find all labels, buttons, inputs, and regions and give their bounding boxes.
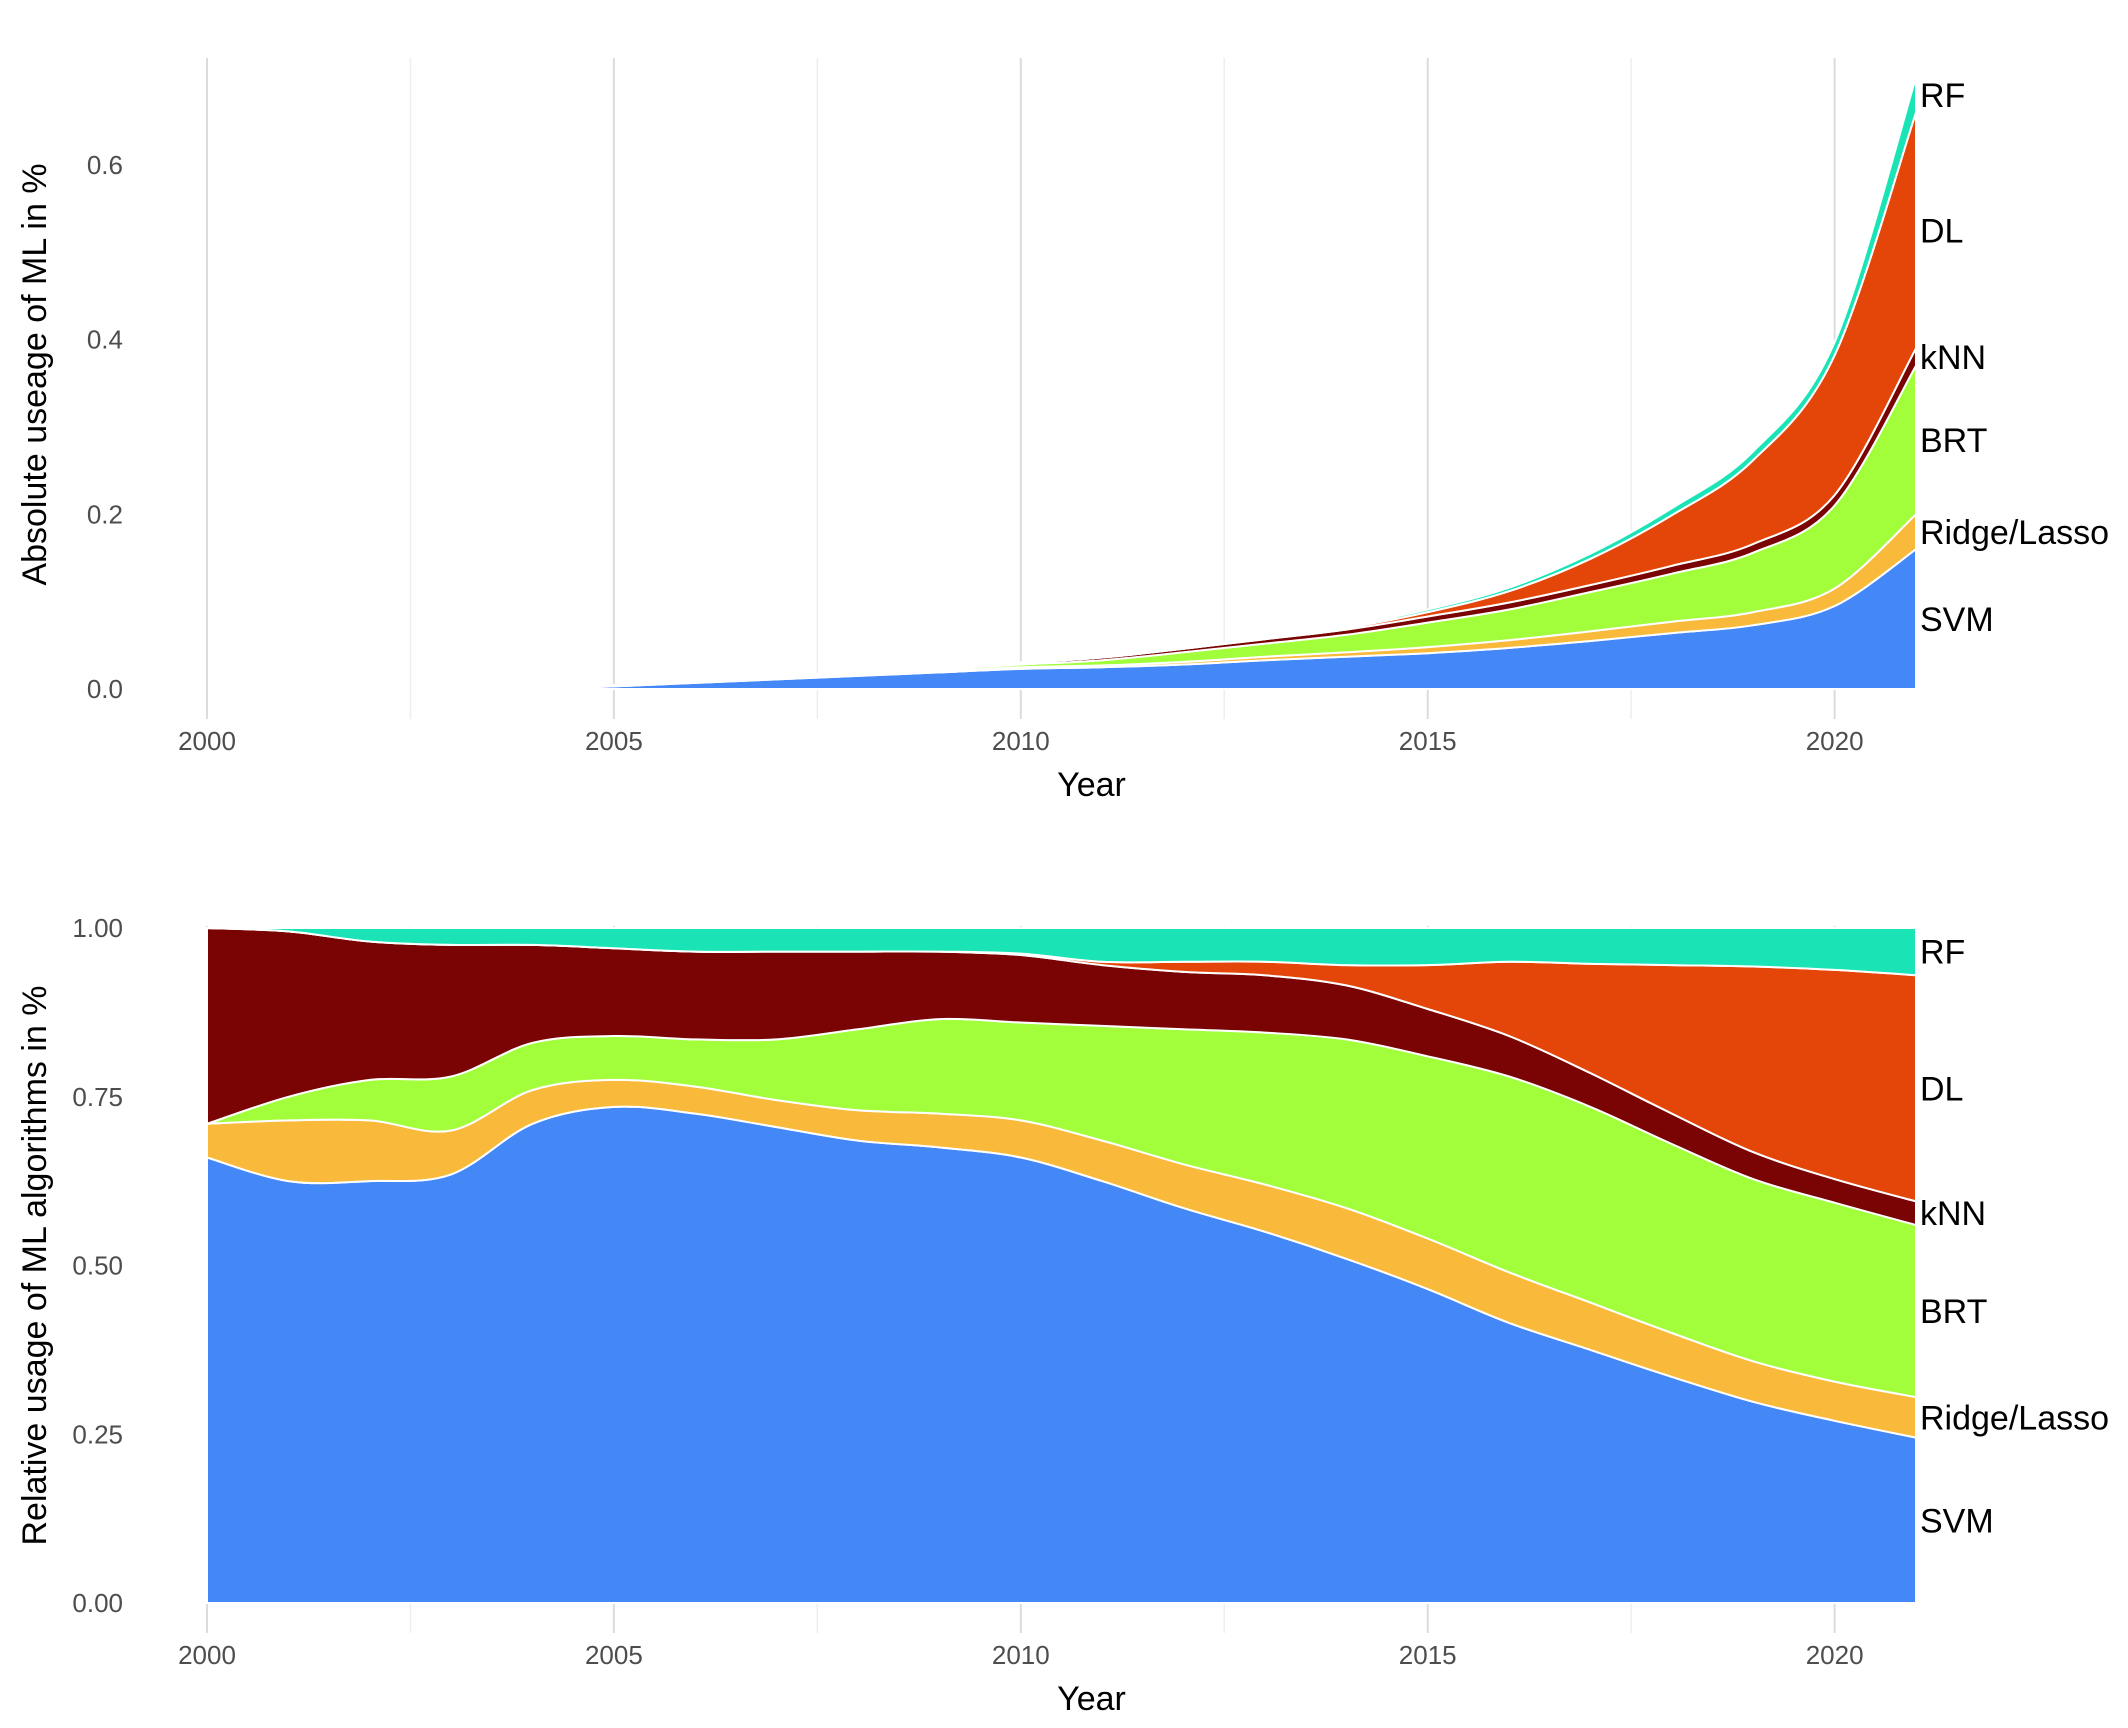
area-rf xyxy=(206,926,1917,977)
series-label: SVM xyxy=(1920,601,1994,639)
x-tick-labels: 2000 2005 2010 2015 2020 xyxy=(178,1640,1863,1670)
x-tick-label: 2000 xyxy=(178,1640,236,1670)
x-tick-label: 2005 xyxy=(585,1640,643,1670)
absolute-usage-panel: SVM Ridge/Lasso BRT kNN DL RF 0.0 0.2 0.4 0.6 2000… xyxy=(16,58,2109,804)
y-axis-title: Relative usage of ML algorithms in % xyxy=(16,985,54,1545)
stacked-areas xyxy=(206,926,1917,1605)
series-label: BRT xyxy=(1920,1293,1987,1331)
x-tick-label: 2010 xyxy=(992,726,1050,756)
series-label: DL xyxy=(1920,212,1963,250)
series-label: kNN xyxy=(1920,1195,1986,1233)
y-tick-label: 0.25 xyxy=(72,1419,123,1449)
x-tick-label: 2010 xyxy=(992,1640,1050,1670)
stacked-areas xyxy=(532,77,1917,691)
y-tick-label: 0.00 xyxy=(72,1588,123,1618)
series-label: RF xyxy=(1920,77,1965,115)
series-labels: SVM Ridge/Lasso BRT kNN DL RF xyxy=(1920,934,2109,1541)
series-label: Ridge/Lasso xyxy=(1920,514,2109,552)
y-tick-label: 0.50 xyxy=(72,1251,123,1281)
y-tick-label: 0.0 xyxy=(87,674,123,704)
y-tick-labels: 0.00 0.25 0.50 0.75 1.00 xyxy=(72,913,123,1618)
series-label: DL xyxy=(1920,1070,1963,1108)
series-label: kNN xyxy=(1920,339,1986,377)
y-tick-label: 0.4 xyxy=(87,325,123,355)
series-label: BRT xyxy=(1920,422,1987,460)
x-tick-label: 2015 xyxy=(1399,1640,1457,1670)
area-rf xyxy=(532,77,1917,690)
series-label: SVM xyxy=(1920,1502,1994,1540)
y-tick-label: 0.2 xyxy=(87,499,123,529)
x-tick-label: 2020 xyxy=(1806,1640,1864,1670)
x-axis-title: Year xyxy=(1057,766,1126,804)
x-tick-label: 2020 xyxy=(1806,726,1864,756)
x-tick-label: 2005 xyxy=(585,726,643,756)
y-tick-labels: 0.0 0.2 0.4 0.6 xyxy=(87,150,123,704)
y-axis-title: Absolute useage of ML in % xyxy=(16,163,54,585)
y-tick-label: 0.75 xyxy=(72,1082,123,1112)
series-labels: SVM Ridge/Lasso BRT kNN DL RF xyxy=(1920,77,2109,639)
y-tick-label: 1.00 xyxy=(72,913,123,943)
x-axis-title: Year xyxy=(1057,1680,1126,1718)
x-tick-labels: 2000 2005 2010 2015 2020 xyxy=(178,726,1863,756)
series-label: RF xyxy=(1920,934,1965,972)
x-tick-label: 2000 xyxy=(178,726,236,756)
x-tick-label: 2015 xyxy=(1399,726,1457,756)
y-tick-label: 0.6 xyxy=(87,150,123,180)
relative-usage-panel: SVM Ridge/Lasso BRT kNN DL RF 0.00 0.25 0.50 0.75… xyxy=(16,913,2109,1718)
series-label: Ridge/Lasso xyxy=(1920,1399,2109,1437)
